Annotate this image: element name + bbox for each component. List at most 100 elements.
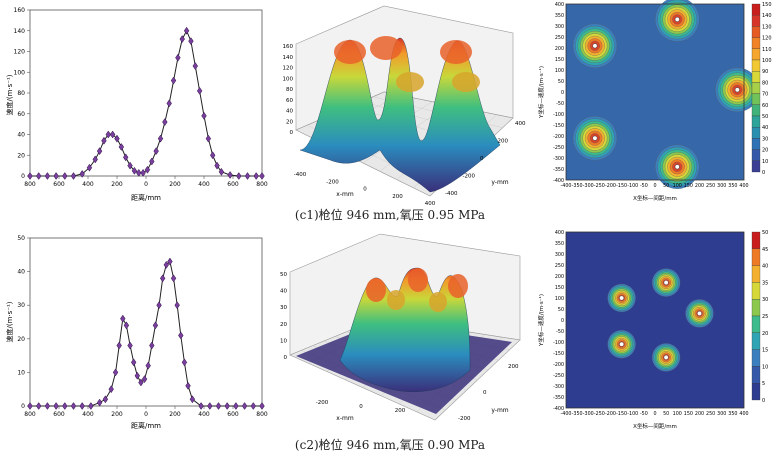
c2-surface-plot: 0 10 20 30 40 50 -200 0 200 -200 0 200 x-mm y-mm (280, 233, 521, 422)
c1-contour-colorbar-label: 0 (762, 170, 765, 176)
c1-profile-data-point (209, 151, 216, 160)
c1-surface-ztick-label: 120 (283, 66, 294, 72)
c2-surface-peak (408, 268, 428, 292)
c1-profile-ytick-label: 80 (17, 90, 25, 97)
c2-profile-data-point (198, 402, 204, 410)
c2-contour-xtick-label: -400 (561, 411, 572, 417)
c1-contour-peak-marker (674, 16, 680, 22)
c2-profile-data-point (181, 358, 188, 367)
c1-contour-ytick-label: 400 (555, 2, 564, 8)
c1-profile-data-point (188, 37, 194, 46)
c2-profile-data-point (27, 402, 33, 410)
c2-profile-xtick-label: 200 (169, 411, 181, 418)
c1-surface-ztick-label: 160 (283, 44, 294, 50)
c2-profile-data-point (53, 402, 59, 410)
c1-contour-ytick-label: -300 (553, 156, 564, 162)
c1-contour-colorbar-swatch (751, 93, 761, 105)
c1-contour-xtick-label: -150 (616, 183, 627, 189)
c1-contour-map: -400 -350 -300 -250 -200 -150 -100 -50 0 50 100 150… (537, 0, 772, 202)
c1-contour-colorbar-swatch (751, 160, 761, 173)
c2-contour-ytick-label: -100 (553, 340, 564, 346)
c2-profile-ytick-label: 10 (17, 369, 25, 376)
c1-profile-xlabel: 距离/mm (131, 193, 161, 202)
c1-contour-colorbar-swatch (751, 115, 761, 128)
c2-surface-xtick-label: 200 (395, 408, 406, 414)
c2-profile-data-point (96, 398, 103, 407)
c2-surface-ytick-label: 0 (483, 390, 487, 396)
c2-contour-ytick-label: 400 (555, 230, 564, 236)
c2-contour-xlabel: X坐标—间距/mm (633, 422, 677, 430)
c2-contour-peak-marker (697, 310, 702, 316)
c2-profile-data-point (134, 371, 141, 380)
c1-profile-data-point (162, 118, 168, 126)
c1-surface-peak (440, 40, 472, 64)
c1-contour-ytick-label: 50 (558, 79, 564, 85)
c2-contour-colorbar-label: 40 (762, 264, 768, 270)
c1-surface-ytick-label: -200 (463, 174, 476, 180)
c1-contour-colorbar-label: 70 (762, 92, 768, 98)
c1-contour-ytick-label: -100 (553, 112, 564, 118)
c2-contour-colorbar-swatch (751, 383, 761, 401)
c1-profile-data-point (196, 86, 203, 95)
c2-contour-colorbar-label: 0 (762, 398, 765, 404)
c1-contour-colorbar-label: 80 (762, 80, 768, 86)
c2-profile-data-point (102, 395, 109, 404)
c1-profile-xtick-label: 0 (144, 181, 148, 188)
c1-profile-xtick-label: 200 (169, 181, 181, 188)
c1-profile-data-point (96, 147, 103, 156)
c1-surface-ytick-label: 0 (480, 156, 484, 162)
c1-contour-colorbar-swatch (751, 127, 761, 139)
c1-surface-xtick-label: -400 (294, 172, 307, 178)
c2-profile-data-point (145, 361, 151, 370)
c2-profile-xtick-label: 600 (227, 411, 239, 418)
c2-profile-data-point (79, 402, 85, 410)
c1-profile-ytick-label: 0 (21, 173, 25, 180)
c2-contour-colorbar-swatch (751, 231, 761, 249)
c2-contour-ytick-label: 350 (555, 241, 564, 247)
c1-contour-xlabel: X坐标—间距/mm (633, 194, 677, 202)
c1-surface-peak (370, 36, 402, 60)
c2-contour-colorbar-label: 35 (762, 280, 768, 286)
c2-contour-colorbar-swatch (751, 349, 761, 367)
c2-profile-xtick-label: 400 (82, 411, 94, 418)
c1-profile-ytick-label: 160 (14, 7, 26, 14)
c1-profile-data-point (131, 166, 138, 175)
c2-contour-ytick-label: -200 (553, 362, 564, 368)
c2-contour-colorbar-label: 20 (762, 331, 768, 337)
c2-profile-data-point (207, 402, 213, 410)
c2-profile-data-point (163, 260, 170, 269)
c2-contour-ytick-label: 200 (555, 274, 564, 280)
c1-contour-colorbar-label: 10 (762, 159, 768, 165)
c2-surface-ytick-label: 200 (508, 364, 519, 370)
c2-profile-data-point (185, 381, 191, 390)
c1-profile-data-point (140, 168, 146, 177)
c1-surface-ztick-label: 40 (286, 109, 293, 115)
c1-profile-xtick-label: 600 (227, 181, 239, 188)
c2-profile-xlabel: 距离/mm (131, 421, 161, 430)
c2-profile-data-point (88, 402, 94, 410)
c1-contour-peak-marker (592, 43, 598, 49)
c2-contour-xtick-label: -150 (616, 411, 627, 417)
c1-contour-peak-marker (592, 135, 598, 141)
c1-profile-data-point (153, 147, 159, 156)
c1-contour-xtick-label: 50 (663, 183, 669, 189)
c1-contour-ytick-label: -200 (553, 134, 564, 140)
c2-contour-xtick-label: -350 (572, 411, 583, 417)
c2-profile-data-point (159, 274, 166, 283)
c1-contour-ytick-label: 350 (555, 13, 564, 19)
c2-profile-xtick-label: 200 (111, 411, 123, 418)
c2-surface-ytick-label: -200 (458, 416, 471, 422)
c2-contour-ytick-label: 300 (555, 252, 564, 258)
c1-profile-data-point (244, 172, 251, 180)
c1-contour-colorbar-swatch (751, 138, 761, 150)
c2-profile-data-point (233, 402, 239, 410)
c1-profile-data-point (136, 168, 142, 177)
c1-contour-ytick-label: 0 (561, 90, 564, 96)
c2-profile-data-point (108, 385, 114, 394)
c1-surface-ylabel: y-mm (491, 179, 508, 186)
c1-contour-colorbar-swatch (751, 15, 761, 27)
c2-contour-frame (565, 231, 745, 409)
c2-surface-ztick-label: 50 (280, 272, 287, 278)
c1-profile-data-point (62, 172, 68, 180)
